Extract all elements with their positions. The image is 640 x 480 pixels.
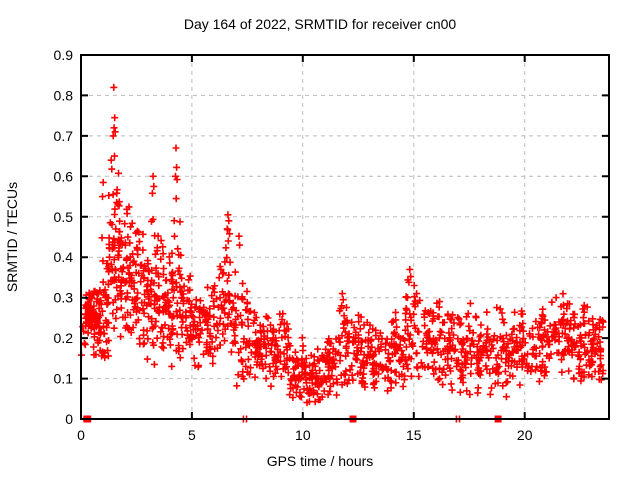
gridlines (81, 55, 609, 419)
x-tick-label: 0 (77, 427, 85, 443)
scatter-points (77, 83, 607, 423)
y-tick-label: 0.9 (54, 47, 74, 63)
axis-ticks (80, 54, 609, 420)
chart-title: Day 164 of 2022, SRMTID for receiver cn0… (183, 16, 457, 32)
y-tick-label: 0.1 (54, 371, 74, 387)
y-tick-label: 0.4 (54, 249, 74, 265)
x-tick-label: 5 (188, 427, 196, 443)
y-tick-label: 0.8 (54, 87, 74, 103)
y-tick-label: 0.5 (54, 209, 74, 225)
y-tick-label: 0 (65, 411, 73, 427)
y-tick-label: 0.2 (54, 330, 74, 346)
y-tick-label: 0.3 (54, 290, 74, 306)
y-tick-label: 0.6 (54, 168, 74, 184)
x-tick-label: 20 (517, 427, 533, 443)
y-tick-label: 0.7 (54, 128, 74, 144)
plot-border (80, 54, 610, 420)
y-axis-label: SRMTID / TECUs (4, 181, 20, 293)
x-tick-label: 15 (406, 427, 422, 443)
x-axis-label: GPS time / hours (266, 453, 374, 469)
x-tick-label: 10 (295, 427, 311, 443)
